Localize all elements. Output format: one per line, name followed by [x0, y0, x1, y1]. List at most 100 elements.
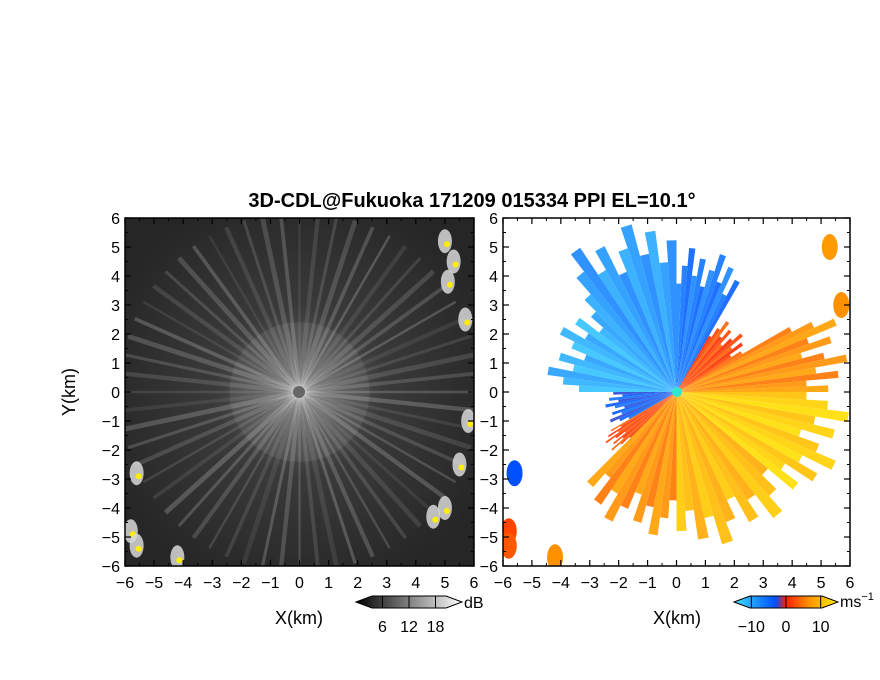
intensity-streak: [297, 391, 320, 566]
velocity-sector: [676, 346, 733, 392]
radar-site-marker: [293, 386, 305, 398]
velocity-sector: [622, 392, 677, 397]
y-tick-label: −4: [480, 501, 498, 518]
velocity-sector: [676, 392, 799, 490]
x-tick-label: −4: [174, 575, 192, 592]
intensity-streak: [297, 226, 375, 393]
echo-highlight: [446, 281, 453, 288]
velocity-sector: [676, 392, 818, 482]
intensity-streak: [298, 390, 457, 484]
velocity-sector: [640, 253, 677, 392]
y-tick-label: −2: [480, 443, 498, 460]
right-colorbar-unit-base: ms: [840, 594, 861, 611]
velocity-sector: [598, 269, 677, 392]
left-axes: −6 −5 −4 −3 −2 −1 0 1 2 3 4 5 6 −6 −5 −4 −3 −2 −1 0 1 2 3 4 5 6: [102, 211, 479, 592]
velocity-sector: [676, 352, 825, 392]
intensity-streak: [298, 284, 447, 394]
x-tick-label: −6: [116, 575, 134, 592]
velocity-sector: [676, 269, 715, 392]
velocity-sector: [676, 392, 736, 523]
y-tick-label: 3: [489, 298, 498, 315]
intensity-streak: [297, 218, 339, 393]
velocity-edge-echo: [503, 532, 517, 559]
x-tick-label: −3: [203, 575, 221, 592]
intensity-streak: [298, 235, 391, 393]
velocity-sector: [562, 377, 677, 392]
x-tick-label: 4: [788, 575, 797, 592]
velocity-sector: [624, 392, 677, 433]
velocity-sector: [618, 271, 677, 392]
echo-patch: [129, 533, 144, 558]
velocity-sector: [659, 262, 677, 392]
velocity-sector: [622, 392, 677, 439]
velocity-sector: [646, 392, 677, 508]
intensity-streak: [127, 390, 300, 450]
velocity-sector: [635, 392, 677, 495]
velocity-sector: [590, 311, 677, 392]
y-tick-label: 2: [489, 327, 498, 344]
velocity-sector: [614, 392, 677, 409]
echo-highlight: [443, 241, 450, 248]
velocity-sector: [624, 392, 677, 409]
x-tick-label: 6: [470, 575, 479, 592]
intensity-streak: [298, 256, 422, 394]
velocity-sector: [617, 392, 677, 433]
intensity-streak: [299, 371, 474, 394]
velocity-sector: [676, 336, 722, 392]
figure-title: 3D-CDL@Fukuoka 171209 015334 PPI EL=10.1…: [248, 190, 695, 212]
intensity-streak: [297, 269, 436, 394]
right-colorbar: −10 0 10 ms−1: [732, 591, 874, 636]
velocity-sector: [575, 317, 677, 392]
intensity-streak: [299, 389, 474, 413]
intensity-streak: [191, 390, 302, 540]
intensity-streak: [125, 389, 301, 432]
velocity-sector: [587, 392, 677, 488]
velocity-sector: [629, 392, 677, 439]
velocity-sector: [595, 246, 677, 392]
velocity-sector: [605, 392, 677, 408]
y-tick-label: 4: [111, 269, 120, 286]
echo-highlight: [467, 421, 474, 427]
velocity-sector: [676, 283, 682, 392]
echo-patch: [458, 307, 473, 332]
y-tick-label: 2: [111, 327, 120, 344]
velocity-sector: [605, 392, 677, 444]
x-tick-label: −2: [610, 575, 628, 592]
velocity-sector: [676, 344, 723, 392]
velocity-sector: [613, 392, 677, 395]
intensity-streak: [297, 391, 375, 558]
velocity-sector: [676, 254, 726, 392]
x-tick-label: −3: [581, 575, 599, 592]
intensity-streak: [152, 284, 301, 394]
x-tick-label: −6: [494, 575, 512, 592]
echo-highlight: [464, 319, 471, 326]
velocity-sector: [666, 240, 677, 392]
intensity-streak: [142, 390, 301, 484]
velocity-center-marker: [672, 387, 682, 397]
x-tick-label: −2: [232, 575, 250, 592]
velocity-edge-echo: [506, 460, 523, 487]
intensity-streak: [163, 390, 302, 515]
intensity-streak: [133, 390, 301, 468]
x-tick-label: −1: [261, 575, 279, 592]
left-colorbar-ticks: 6 12 18: [378, 596, 445, 636]
intensity-streak: [298, 316, 466, 394]
velocity-sector: [676, 266, 734, 392]
intensity-streak: [298, 390, 447, 500]
velocity-sector: [676, 275, 697, 392]
colorbar-tick-label: 18: [427, 619, 445, 636]
intensity-streak: [299, 390, 474, 431]
velocity-sector: [584, 333, 677, 392]
velocity-sector: [618, 392, 677, 403]
left-panel: −6 −5 −4 −3 −2 −1 0 1 2 3 4 5 6 −6 −5 −4 −3 −2 −1 0 1 2 3 4 5 6 X…: [59, 211, 479, 628]
y-tick-label: 6: [111, 211, 120, 228]
velocity-sector: [676, 258, 706, 392]
intensity-streak: [260, 218, 302, 393]
y-tick-label: −2: [102, 443, 120, 460]
x-tick-label: −5: [523, 575, 541, 592]
velocity-sector: [676, 392, 807, 400]
velocity-sector: [669, 392, 677, 501]
velocity-sector: [676, 385, 829, 392]
velocity-sector: [676, 370, 839, 392]
echo-patch: [452, 452, 467, 477]
